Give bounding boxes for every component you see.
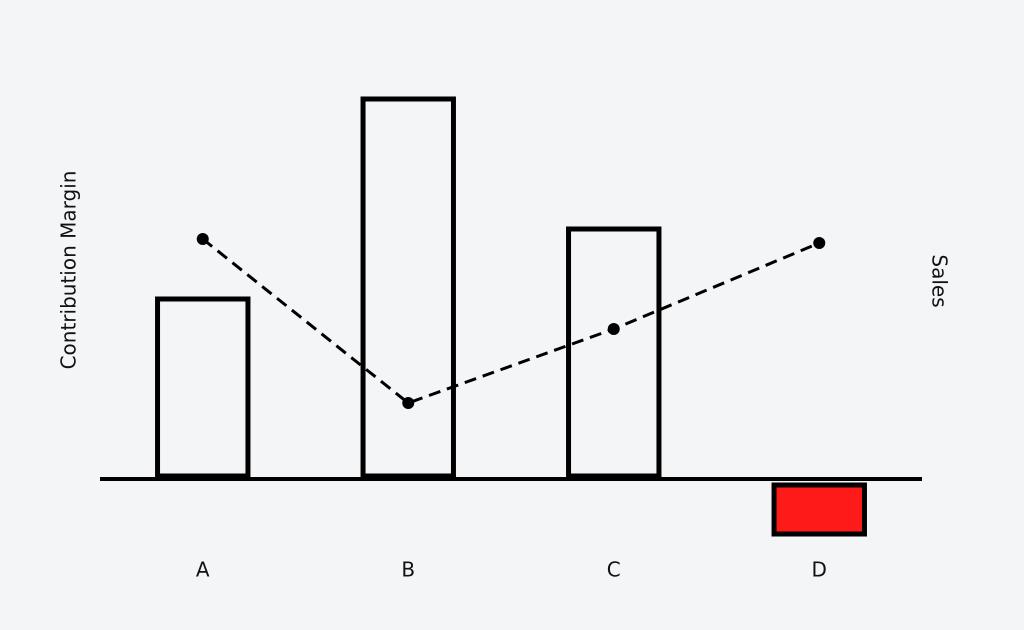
bar <box>771 482 867 537</box>
x-tick-label: B <box>401 558 415 582</box>
sales-point <box>196 233 209 245</box>
bar <box>360 96 456 479</box>
x-tick-label: A <box>196 558 210 582</box>
sales-point <box>813 237 826 249</box>
sales-line <box>201 237 820 405</box>
x-tick-label: D <box>812 558 827 582</box>
sales-point <box>402 397 415 409</box>
bar <box>566 226 662 479</box>
y2-axis-title: Sales <box>928 254 952 307</box>
x-tick-label: C <box>607 558 621 582</box>
bar <box>155 296 251 479</box>
sales-point <box>607 323 620 335</box>
y-axis-title: Contribution Margin <box>57 171 81 370</box>
